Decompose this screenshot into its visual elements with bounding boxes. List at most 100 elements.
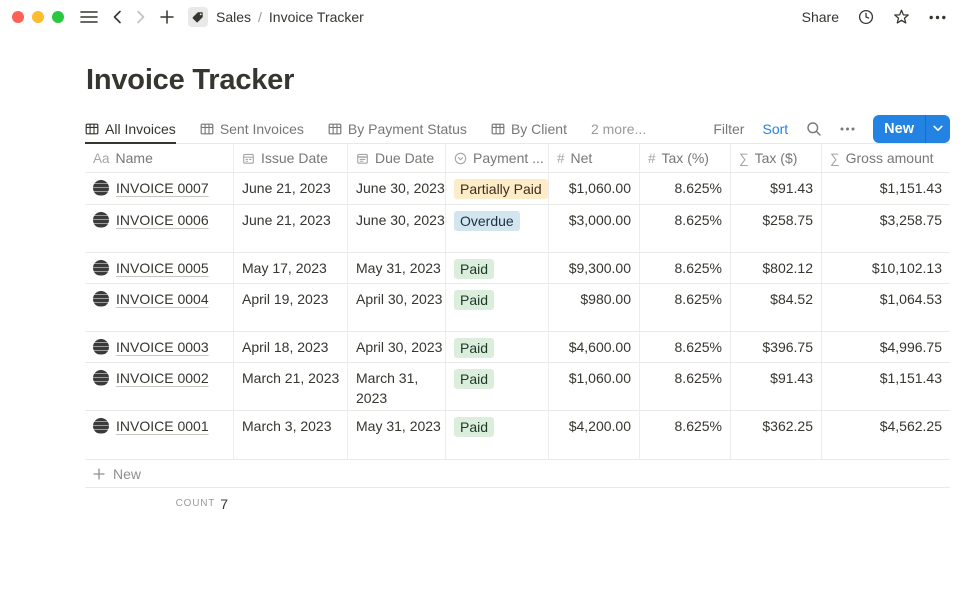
payment-status-cell[interactable]: Partially Paid: [446, 173, 549, 204]
star-icon[interactable]: [893, 9, 910, 25]
net-cell[interactable]: $3,000.00: [549, 205, 640, 252]
issue-date-cell[interactable]: May 17, 2023: [234, 253, 348, 283]
issue-date-cell[interactable]: June 21, 2023: [234, 205, 348, 252]
tax-usd-cell[interactable]: $258.75: [731, 205, 822, 252]
column-header-net[interactable]: # Net: [549, 144, 640, 172]
tab-label: All Invoices: [105, 120, 176, 137]
column-header-tax-pct[interactable]: # Tax (%): [640, 144, 731, 172]
column-header-name[interactable]: Aa Name: [85, 144, 234, 172]
more-options-icon[interactable]: [929, 15, 946, 20]
due-date-cell[interactable]: June 30, 2023: [348, 205, 446, 252]
add-row-button[interactable]: New: [85, 460, 950, 488]
back-chevron-icon[interactable]: [112, 10, 122, 24]
payment-status-cell[interactable]: Paid: [446, 411, 549, 459]
due-date-cell[interactable]: May 31, 2023: [348, 411, 446, 459]
share-button[interactable]: Share: [801, 9, 839, 25]
invoice-link[interactable]: INVOICE 0001: [116, 418, 209, 434]
gross-amount-cell[interactable]: $4,996.75: [879, 339, 942, 355]
gross-amount-cell[interactable]: $1,151.43: [879, 370, 942, 386]
payment-status-cell[interactable]: Paid: [446, 363, 549, 410]
close-window-icon[interactable]: [12, 11, 24, 23]
invoice-link[interactable]: INVOICE 0007: [116, 180, 209, 196]
tab-sent-invoices[interactable]: Sent Invoices: [200, 114, 304, 143]
invoice-name-cell[interactable]: INVOICE 0006: [85, 205, 234, 252]
payment-status-cell[interactable]: Paid: [446, 284, 549, 331]
tax-usd-cell[interactable]: $91.43: [731, 173, 822, 204]
invoice-link[interactable]: INVOICE 0002: [116, 370, 209, 386]
count-calculation[interactable]: COUNT 7: [85, 488, 234, 519]
tax-usd-cell[interactable]: $84.52: [731, 284, 822, 331]
filter-button[interactable]: Filter: [713, 120, 745, 137]
new-button[interactable]: New: [873, 114, 950, 143]
minimize-window-icon[interactable]: [32, 11, 44, 23]
tab-by-client[interactable]: By Client: [491, 114, 567, 143]
tax-pct-cell[interactable]: 8.625%: [640, 253, 731, 283]
new-button-chevron-down-icon[interactable]: [925, 114, 950, 143]
column-header-payment-status[interactable]: Payment ...: [446, 144, 549, 172]
view-options-icon[interactable]: [840, 127, 855, 131]
invoice-name-cell[interactable]: INVOICE 0002: [85, 363, 234, 410]
invoice-link[interactable]: INVOICE 0005: [116, 260, 209, 276]
zoom-window-icon[interactable]: [52, 11, 64, 23]
due-date-cell[interactable]: April 30, 2023: [348, 332, 446, 362]
invoice-name-cell[interactable]: INVOICE 0001: [85, 411, 234, 459]
tab-all-invoices[interactable]: All Invoices: [85, 114, 176, 144]
invoice-name-cell[interactable]: INVOICE 0007: [85, 173, 234, 204]
column-label: Gross amount: [845, 150, 934, 166]
invoice-name-cell[interactable]: INVOICE 0003: [85, 332, 234, 362]
more-views-link[interactable]: 2 more...: [590, 120, 647, 137]
tax-pct-cell[interactable]: 8.625%: [640, 332, 731, 362]
due-date-cell[interactable]: March 31, 2023: [348, 363, 446, 410]
gross-amount-cell[interactable]: $3,258.75: [879, 212, 942, 228]
issue-date-cell[interactable]: March 3, 2023: [234, 411, 348, 459]
gross-amount-cell[interactable]: $1,151.43: [879, 180, 942, 196]
breadcrumb-current[interactable]: Invoice Tracker: [268, 9, 364, 25]
net-cell[interactable]: $4,600.00: [549, 332, 640, 362]
net-cell[interactable]: $1,060.00: [549, 363, 640, 410]
tax-usd-cell[interactable]: $396.75: [731, 332, 822, 362]
issue-date-cell[interactable]: April 19, 2023: [234, 284, 348, 331]
tax-pct-cell[interactable]: 8.625%: [640, 363, 731, 410]
issue-date-cell[interactable]: June 21, 2023: [234, 173, 348, 204]
payment-status-cell[interactable]: Paid: [446, 253, 549, 283]
search-icon[interactable]: [806, 121, 822, 137]
tax-pct-cell[interactable]: 8.625%: [640, 173, 731, 204]
tax-usd-cell[interactable]: $802.12: [731, 253, 822, 283]
column-header-due-date[interactable]: Due Date: [348, 144, 446, 172]
clock-icon[interactable]: [858, 9, 874, 25]
invoice-link[interactable]: INVOICE 0003: [116, 339, 209, 355]
tax-usd-cell[interactable]: $362.25: [731, 411, 822, 459]
invoice-name-cell[interactable]: INVOICE 0005: [85, 253, 234, 283]
tax-pct-cell[interactable]: 8.625%: [640, 411, 731, 459]
tab-by-payment-status[interactable]: By Payment Status: [328, 114, 467, 143]
invoice-link[interactable]: INVOICE 0004: [116, 291, 209, 307]
net-cell[interactable]: $980.00: [549, 284, 640, 331]
tax-usd-cell[interactable]: $91.43: [731, 363, 822, 410]
tax-pct-cell[interactable]: 8.625%: [640, 205, 731, 252]
due-date-cell[interactable]: May 31, 2023: [348, 253, 446, 283]
invoice-name-cell[interactable]: INVOICE 0004: [85, 284, 234, 331]
sort-button[interactable]: Sort: [762, 120, 789, 137]
payment-status-cell[interactable]: Overdue: [446, 205, 549, 252]
net-cell[interactable]: $9,300.00: [549, 253, 640, 283]
gross-amount-cell[interactable]: $10,102.13: [871, 260, 942, 276]
tax-pct-cell[interactable]: 8.625%: [640, 284, 731, 331]
new-button-label[interactable]: New: [884, 120, 914, 137]
net-cell[interactable]: $4,200.00: [549, 411, 640, 459]
gross-amount-cell[interactable]: $4,562.25: [879, 418, 942, 434]
due-date-cell[interactable]: June 30, 2023: [348, 173, 446, 204]
column-header-tax-usd[interactable]: ∑ Tax ($): [731, 144, 822, 172]
column-header-gross-amount[interactable]: ∑ Gross amount: [822, 144, 950, 172]
net-cell[interactable]: $1,060.00: [549, 173, 640, 204]
invoice-link[interactable]: INVOICE 0006: [116, 212, 209, 228]
column-header-issue-date[interactable]: Issue Date: [234, 144, 348, 172]
payment-status-cell[interactable]: Paid: [446, 332, 549, 362]
gross-amount-cell[interactable]: $1,064.53: [879, 291, 942, 307]
issue-date-cell[interactable]: March 21, 2023: [234, 363, 348, 410]
hamburger-icon[interactable]: [80, 10, 98, 24]
new-page-plus-icon[interactable]: [160, 10, 174, 24]
due-date-cell[interactable]: April 30, 2023: [348, 284, 446, 331]
column-label: Tax (%): [661, 150, 709, 166]
breadcrumb-root[interactable]: Sales: [216, 9, 252, 25]
issue-date-cell[interactable]: April 18, 2023: [234, 332, 348, 362]
